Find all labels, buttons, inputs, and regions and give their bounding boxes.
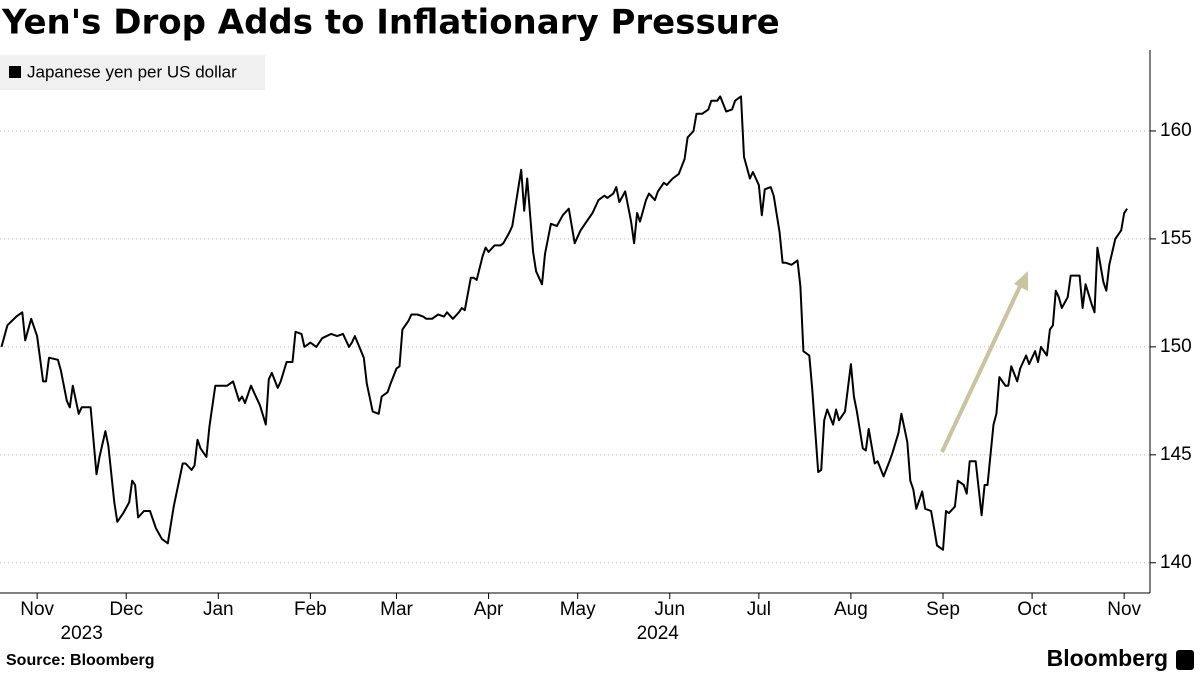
x-tick-label: Nov xyxy=(20,599,54,620)
chart-title: Yen's Drop Adds to Inflationary Pressure xyxy=(1,3,780,43)
x-tick-label: Feb xyxy=(294,599,327,620)
y-tick-label: 140 xyxy=(1160,552,1192,573)
y-tick-label: 150 xyxy=(1160,336,1192,357)
x-tick-label: Oct xyxy=(1017,599,1047,620)
y-tick-label: 145 xyxy=(1160,444,1192,465)
brand-icon xyxy=(1176,650,1194,670)
x-tick-label: Jul xyxy=(747,599,771,620)
x-tick-label: Jan xyxy=(203,599,234,620)
annotation-arrowhead xyxy=(1014,271,1028,291)
brand-logo: Bloomberg xyxy=(1047,645,1168,671)
series-line xyxy=(0,95,1128,551)
source: Source: Bloomberg xyxy=(6,652,154,669)
x-year-label: 2023 xyxy=(61,623,103,644)
annotation-arrow xyxy=(940,281,1024,453)
x-tick-label: Apr xyxy=(474,599,504,620)
x-tick-label: Sep xyxy=(926,599,960,620)
legend-swatch xyxy=(9,66,21,78)
x-tick-label: Jun xyxy=(654,599,685,620)
y-tick-label: 160 xyxy=(1160,120,1192,141)
legend-label: Japanese yen per US dollar xyxy=(27,62,237,81)
x-tick-label: Aug xyxy=(834,599,868,620)
x-tick-label: Mar xyxy=(380,599,413,620)
x-year-label: 2024 xyxy=(637,623,680,644)
x-tick-label: May xyxy=(560,599,596,620)
legend-box xyxy=(0,55,265,90)
x-tick-label: Nov xyxy=(1107,599,1141,620)
x-tick-label: Dec xyxy=(109,599,143,620)
y-tick-label: 155 xyxy=(1160,228,1192,249)
